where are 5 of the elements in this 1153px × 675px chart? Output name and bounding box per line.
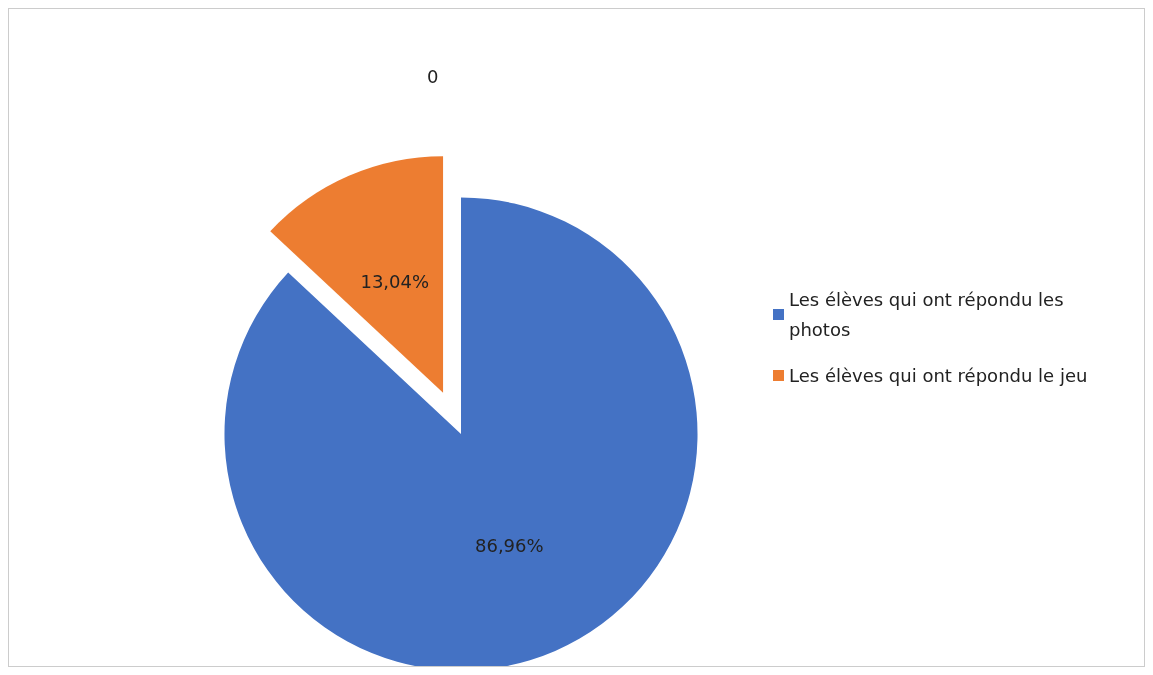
legend-label: Les élèves qui ont répondu le jeu: [789, 365, 1088, 386]
text: 0: [427, 65, 439, 87]
data-label: 86,96%: [474, 534, 544, 556]
data-label: 13,04%: [360, 271, 430, 292]
legend-label: Les élèves qui ont répondu les photos: [789, 289, 1070, 340]
